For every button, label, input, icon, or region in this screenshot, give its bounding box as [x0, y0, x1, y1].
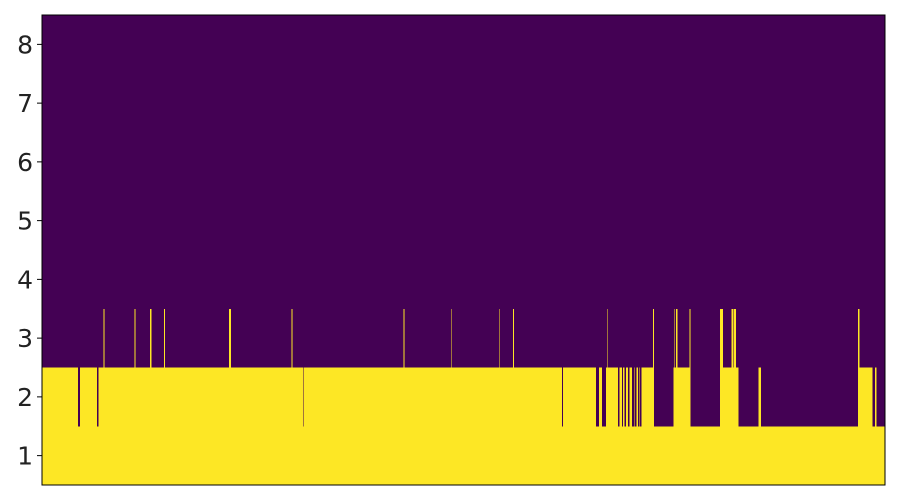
y-tick-label: 6 [17, 148, 33, 177]
heatmap-column-segment [641, 367, 654, 485]
heatmap-column-segment [634, 426, 637, 485]
heatmap-column-segment [292, 367, 304, 485]
heatmap-column-segment [151, 367, 165, 485]
y-tick-label: 5 [17, 207, 33, 236]
heatmap-column-segment [638, 367, 640, 485]
heatmap-column-segment [303, 426, 305, 485]
heatmap-column-segment [735, 367, 739, 485]
heatmap-column-segment [595, 426, 600, 485]
heatmap-column-segment [499, 367, 514, 485]
heatmap-column-segment [79, 367, 97, 485]
heatmap-column-segment [874, 367, 877, 485]
heatmap-column-segment [758, 367, 762, 485]
heatmap-column-segment [876, 426, 885, 485]
heatmap-column-segment [673, 367, 675, 485]
y-tick-label: 2 [17, 383, 33, 412]
heatmap-column-segment [42, 367, 79, 485]
heatmap-column-segment [513, 308, 515, 485]
heatmap-column-segment [104, 367, 135, 485]
heatmap-column-segment [738, 426, 759, 485]
heatmap-column-segment [734, 308, 736, 485]
heatmap-column-segment [859, 367, 873, 485]
heatmap-column-segment [451, 367, 499, 485]
heatmap-column-segment [632, 426, 634, 485]
heatmap-column-segment [689, 308, 691, 485]
plot-frame [41, 14, 886, 486]
heatmap-column-segment [872, 426, 875, 485]
y-tick-label: 7 [17, 89, 33, 118]
heatmap-column-segment [723, 367, 732, 485]
heatmap-column-segment [134, 308, 136, 485]
heatmap-column-segment [621, 426, 623, 485]
y-tick-label: 8 [17, 30, 33, 59]
heatmap-column-segment [403, 308, 405, 485]
heatmap-column-segment [690, 426, 720, 485]
heatmap-column-segment [654, 426, 674, 485]
heatmap-column-segment [562, 367, 596, 485]
y-tick-label: 4 [17, 265, 33, 294]
heatmap-column-segment [291, 308, 293, 485]
plot-area [42, 15, 885, 485]
heatmap-column-segment [562, 426, 563, 485]
heatmap-column-segment [674, 308, 676, 485]
heatmap-column-segment [633, 367, 635, 485]
heatmap-column-segment [78, 426, 80, 485]
heatmap-column-segment [601, 426, 606, 485]
heatmap-column-segment [514, 367, 563, 485]
heatmap-column-segment [629, 367, 633, 485]
heatmap-column-segment [761, 426, 779, 485]
heatmap-column-segment [98, 367, 104, 485]
heatmap-column-segment [624, 426, 627, 485]
heatmap-column-segment [677, 367, 690, 485]
heatmap-column-segment [135, 367, 150, 485]
heatmap-column-segment [164, 308, 166, 485]
heatmap-column-segment [96, 426, 99, 485]
heatmap-column-segment [627, 426, 630, 485]
heatmap-column-segment [731, 308, 734, 485]
heatmap-column-segment [404, 367, 451, 485]
heatmap-column-segment [622, 367, 625, 485]
y-axis: 1 2 3 4 5 6 7 8 [17, 30, 42, 471]
heatmap-column-segment [638, 426, 639, 485]
heatmap-column-segment [858, 308, 860, 485]
heatmap-column-segment [607, 367, 618, 485]
heatmap-column-segment [304, 367, 404, 485]
heatmap-column-segment [165, 367, 230, 485]
heatmap-column-segment [599, 367, 602, 485]
heatmap-column-segment [617, 426, 620, 485]
heatmap-column-segment [636, 367, 639, 485]
heatmap-column-segment [626, 367, 628, 485]
heatmap-column-segment [675, 367, 676, 485]
heatmap-column-segment [719, 308, 724, 485]
heatmap-column-segment [103, 308, 105, 485]
heatmap-column-segment [605, 367, 607, 485]
heatmap-column-segment [450, 308, 452, 485]
heatmap-column-segment [675, 308, 678, 485]
heatmap-column-segment [498, 308, 500, 485]
heatmap-column-segment [230, 367, 292, 485]
heatmap-column-segment [639, 426, 642, 485]
y-tick-label: 1 [17, 442, 33, 471]
heatmap-column-segment [733, 367, 735, 485]
heatmap-column-segment [229, 308, 231, 485]
heatmap-column-segment [149, 308, 152, 485]
y-tick-label: 3 [17, 324, 33, 353]
heatmap-column-segment [606, 308, 608, 485]
heatmap-column-segment [778, 426, 859, 485]
heatmap-column-segment [619, 367, 622, 485]
heatmap-column-segment [653, 308, 655, 485]
